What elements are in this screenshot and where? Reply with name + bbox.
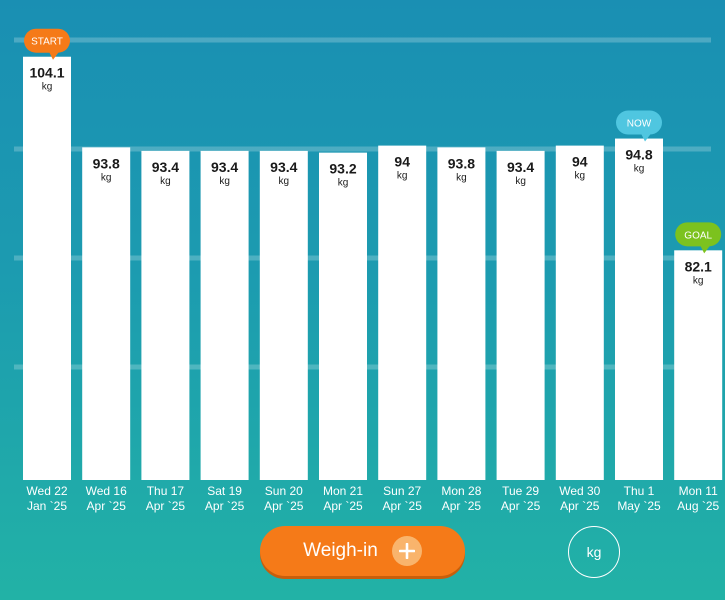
x-tick-label: Apr `25: [501, 499, 541, 513]
x-tick-label: Apr `25: [442, 499, 482, 513]
x-tick-label: Sun 20: [265, 484, 303, 498]
plus-icon: [391, 536, 422, 566]
marker-tag-bubble: [24, 28, 70, 53]
bar-value-label: 93.4: [152, 159, 179, 175]
bar[interactable]: [23, 56, 71, 480]
bar[interactable]: [141, 150, 190, 480]
marker-tag-start: START: [24, 28, 70, 60]
bar-unit-label: kg: [456, 172, 467, 183]
x-tick-label: Mon 21: [323, 484, 363, 498]
marker-tag-label: GOAL: [684, 230, 712, 241]
unit-toggle-button[interactable]: kg: [568, 526, 620, 578]
x-tick-label: Tue 29: [502, 484, 539, 498]
marker-tag-pointer: [49, 51, 59, 60]
bar-unit-label: kg: [42, 82, 53, 93]
bar-unit-label: kg: [279, 176, 290, 187]
bar-value-label: 93.4: [507, 159, 534, 175]
bar-value-label: 104.1: [29, 65, 64, 81]
bar-value-label: 82.1: [685, 258, 712, 274]
bar-unit-label: kg: [634, 164, 645, 175]
bar-unit-label: kg: [397, 171, 408, 182]
x-tick-label: Mon 11: [679, 484, 718, 498]
x-tick-label: Apr `25: [146, 499, 186, 513]
bar-value-label: 93.4: [211, 159, 238, 175]
weigh-in-label: Weigh-in: [303, 540, 378, 561]
weigh-in-button[interactable]: Weigh-in: [260, 526, 465, 576]
bar[interactable]: [378, 145, 427, 480]
x-tick-label: May `25: [617, 499, 661, 513]
x-tick-label: Wed 16: [86, 484, 127, 498]
bar[interactable]: [319, 152, 367, 480]
bar-unit-label: kg: [338, 178, 349, 189]
bar[interactable]: [615, 138, 663, 480]
marker-tag-label: NOW: [627, 119, 652, 130]
bar[interactable]: [674, 250, 723, 480]
x-tick-label: Apr `25: [323, 499, 363, 513]
x-tick-label: Apr `25: [205, 499, 245, 513]
marker-tag-bubble: [616, 110, 662, 135]
x-tick-label: Mon 28: [441, 484, 481, 498]
bar-value-label: 93.2: [329, 161, 356, 177]
x-tick-label: Wed 22: [26, 484, 67, 498]
x-tick-label: Wed 30: [559, 484, 600, 498]
bar[interactable]: [200, 150, 249, 480]
bar-unit-label: kg: [101, 172, 112, 183]
marker-tag-bubble: [675, 222, 722, 247]
x-tick-label: Apr `25: [383, 499, 423, 513]
bar[interactable]: [82, 147, 131, 481]
x-tick-label: Sun 27: [383, 484, 421, 498]
unit-toggle-label: kg: [586, 544, 602, 560]
x-tick-label: Apr `25: [560, 499, 600, 513]
marker-tag-pointer: [700, 245, 711, 254]
x-tick-label: Aug `25: [677, 499, 719, 513]
bar-value-label: 93.4: [270, 159, 297, 175]
x-tick-label: Apr `25: [264, 499, 304, 513]
bar-value-label: 94: [572, 154, 588, 170]
bar-value-label: 93.8: [93, 155, 120, 171]
bar[interactable]: [555, 145, 604, 480]
x-tick-label: Thu 17: [147, 484, 185, 498]
marker-tag-label: START: [31, 37, 63, 48]
bar-unit-label: kg: [160, 176, 171, 187]
x-tick-label: Thu 1: [624, 484, 655, 498]
x-tick-label: Jan `25: [27, 499, 67, 513]
bar[interactable]: [437, 147, 486, 481]
bar-value-label: 94: [394, 154, 410, 170]
bar-unit-label: kg: [219, 176, 230, 187]
marker-tag-pointer: [641, 133, 651, 142]
x-tick-label: Apr `25: [87, 499, 127, 513]
bar[interactable]: [259, 150, 308, 480]
bar-value-label: 94.8: [625, 147, 652, 163]
marker-tag-now: NOW: [616, 110, 662, 142]
bar[interactable]: [496, 150, 545, 480]
bar-unit-label: kg: [575, 171, 586, 182]
bar-unit-label: kg: [515, 176, 526, 187]
marker-tag-goal: GOAL: [675, 222, 722, 254]
bar-unit-label: kg: [693, 275, 704, 286]
x-tick-label: Sat 19: [207, 484, 242, 498]
bar-value-label: 93.8: [448, 155, 475, 171]
